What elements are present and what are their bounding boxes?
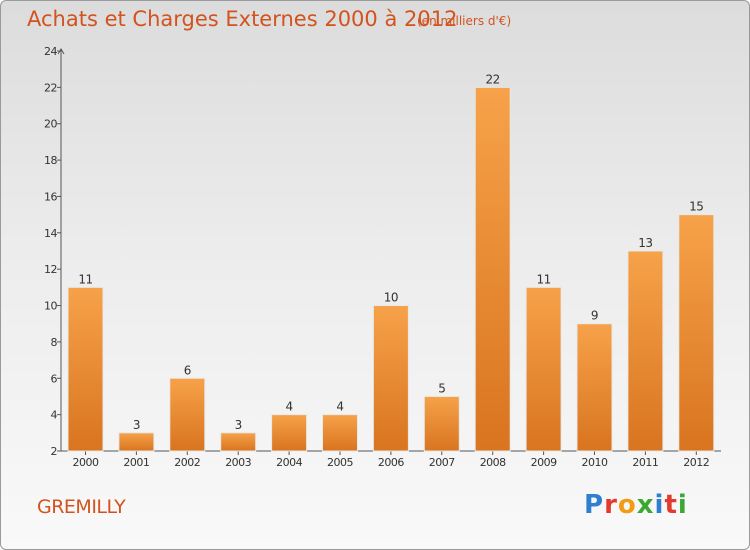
bar-2004	[271, 414, 308, 452]
bar-2000	[67, 286, 104, 452]
x-tick-label-2003: 2003	[225, 456, 251, 469]
y-tick-label: 10	[44, 300, 57, 313]
data-label-2006: 10	[384, 291, 398, 305]
y-tick-label: 6	[51, 372, 58, 385]
data-label-2009: 11	[536, 272, 550, 286]
x-tick-label-2004: 2004	[276, 456, 302, 469]
x-tick-label-2005: 2005	[327, 456, 353, 469]
bar-2010	[576, 323, 613, 452]
data-label-2012: 15	[689, 200, 703, 214]
y-tick-label: 8	[51, 336, 58, 349]
y-tick-label: 4	[51, 409, 58, 422]
logo-letter: x	[636, 490, 655, 520]
bar-2001	[118, 432, 155, 452]
proxiti-logo[interactable]: Proxiti	[584, 490, 688, 520]
logo-letter: o	[617, 490, 637, 520]
bar-2003	[220, 432, 257, 452]
bar-2011	[627, 250, 664, 452]
logo-letter: i	[677, 490, 688, 520]
x-tick-label-2010: 2010	[582, 456, 608, 469]
y-tick-label: 14	[44, 227, 57, 240]
chart-title: Achats et Charges Externes 2000 à 2012	[27, 7, 458, 31]
chart-subtitle: (en milliers d'€)	[417, 14, 512, 28]
data-label-2000: 11	[78, 272, 92, 286]
data-label-2008: 22	[486, 72, 500, 86]
data-label-2001: 3	[133, 418, 140, 432]
y-tick-label: 12	[44, 263, 57, 276]
y-axis-arrow	[57, 48, 65, 55]
y-tick-label: 16	[44, 190, 57, 203]
data-label-2005: 4	[336, 400, 343, 414]
x-tick-label-2009: 2009	[531, 456, 557, 469]
y-tick-label: 20	[44, 118, 57, 131]
x-tick-label-2008: 2008	[480, 456, 506, 469]
data-label-2002: 6	[184, 363, 191, 377]
x-tick-label-2007: 2007	[429, 456, 455, 469]
town-name: GREMILLY	[37, 496, 126, 518]
logo-letter: t	[664, 490, 678, 520]
x-tick-label-2001: 2001	[123, 456, 149, 469]
logo-letter: P	[584, 490, 605, 520]
bar-2007	[423, 395, 460, 452]
x-tick-label-2006: 2006	[378, 456, 404, 469]
bar-2005	[322, 414, 358, 452]
bar-2006	[372, 305, 409, 452]
data-label-2011: 13	[638, 236, 652, 250]
bar-2012	[678, 214, 715, 452]
y-tick-label: 18	[44, 154, 57, 167]
y-tick-label: 2	[51, 445, 58, 458]
data-label-2003: 3	[235, 418, 242, 432]
bar-2009	[525, 286, 562, 452]
x-tick-label-2012: 2012	[683, 456, 709, 469]
logo-letter: r	[604, 490, 618, 520]
y-tick-label: 22	[44, 81, 57, 94]
data-label-2010: 9	[591, 309, 598, 323]
bar-2008	[474, 86, 511, 452]
logo-letter: i	[654, 490, 665, 520]
data-label-2007: 5	[438, 381, 445, 395]
bar-2002	[169, 377, 206, 452]
data-label-2004: 4	[286, 400, 293, 414]
y-tick-label: 24	[44, 45, 57, 58]
x-tick-label-2011: 2011	[632, 456, 658, 469]
x-tick-label-2002: 2002	[174, 456, 200, 469]
x-tick-label-2000: 2000	[73, 456, 99, 469]
